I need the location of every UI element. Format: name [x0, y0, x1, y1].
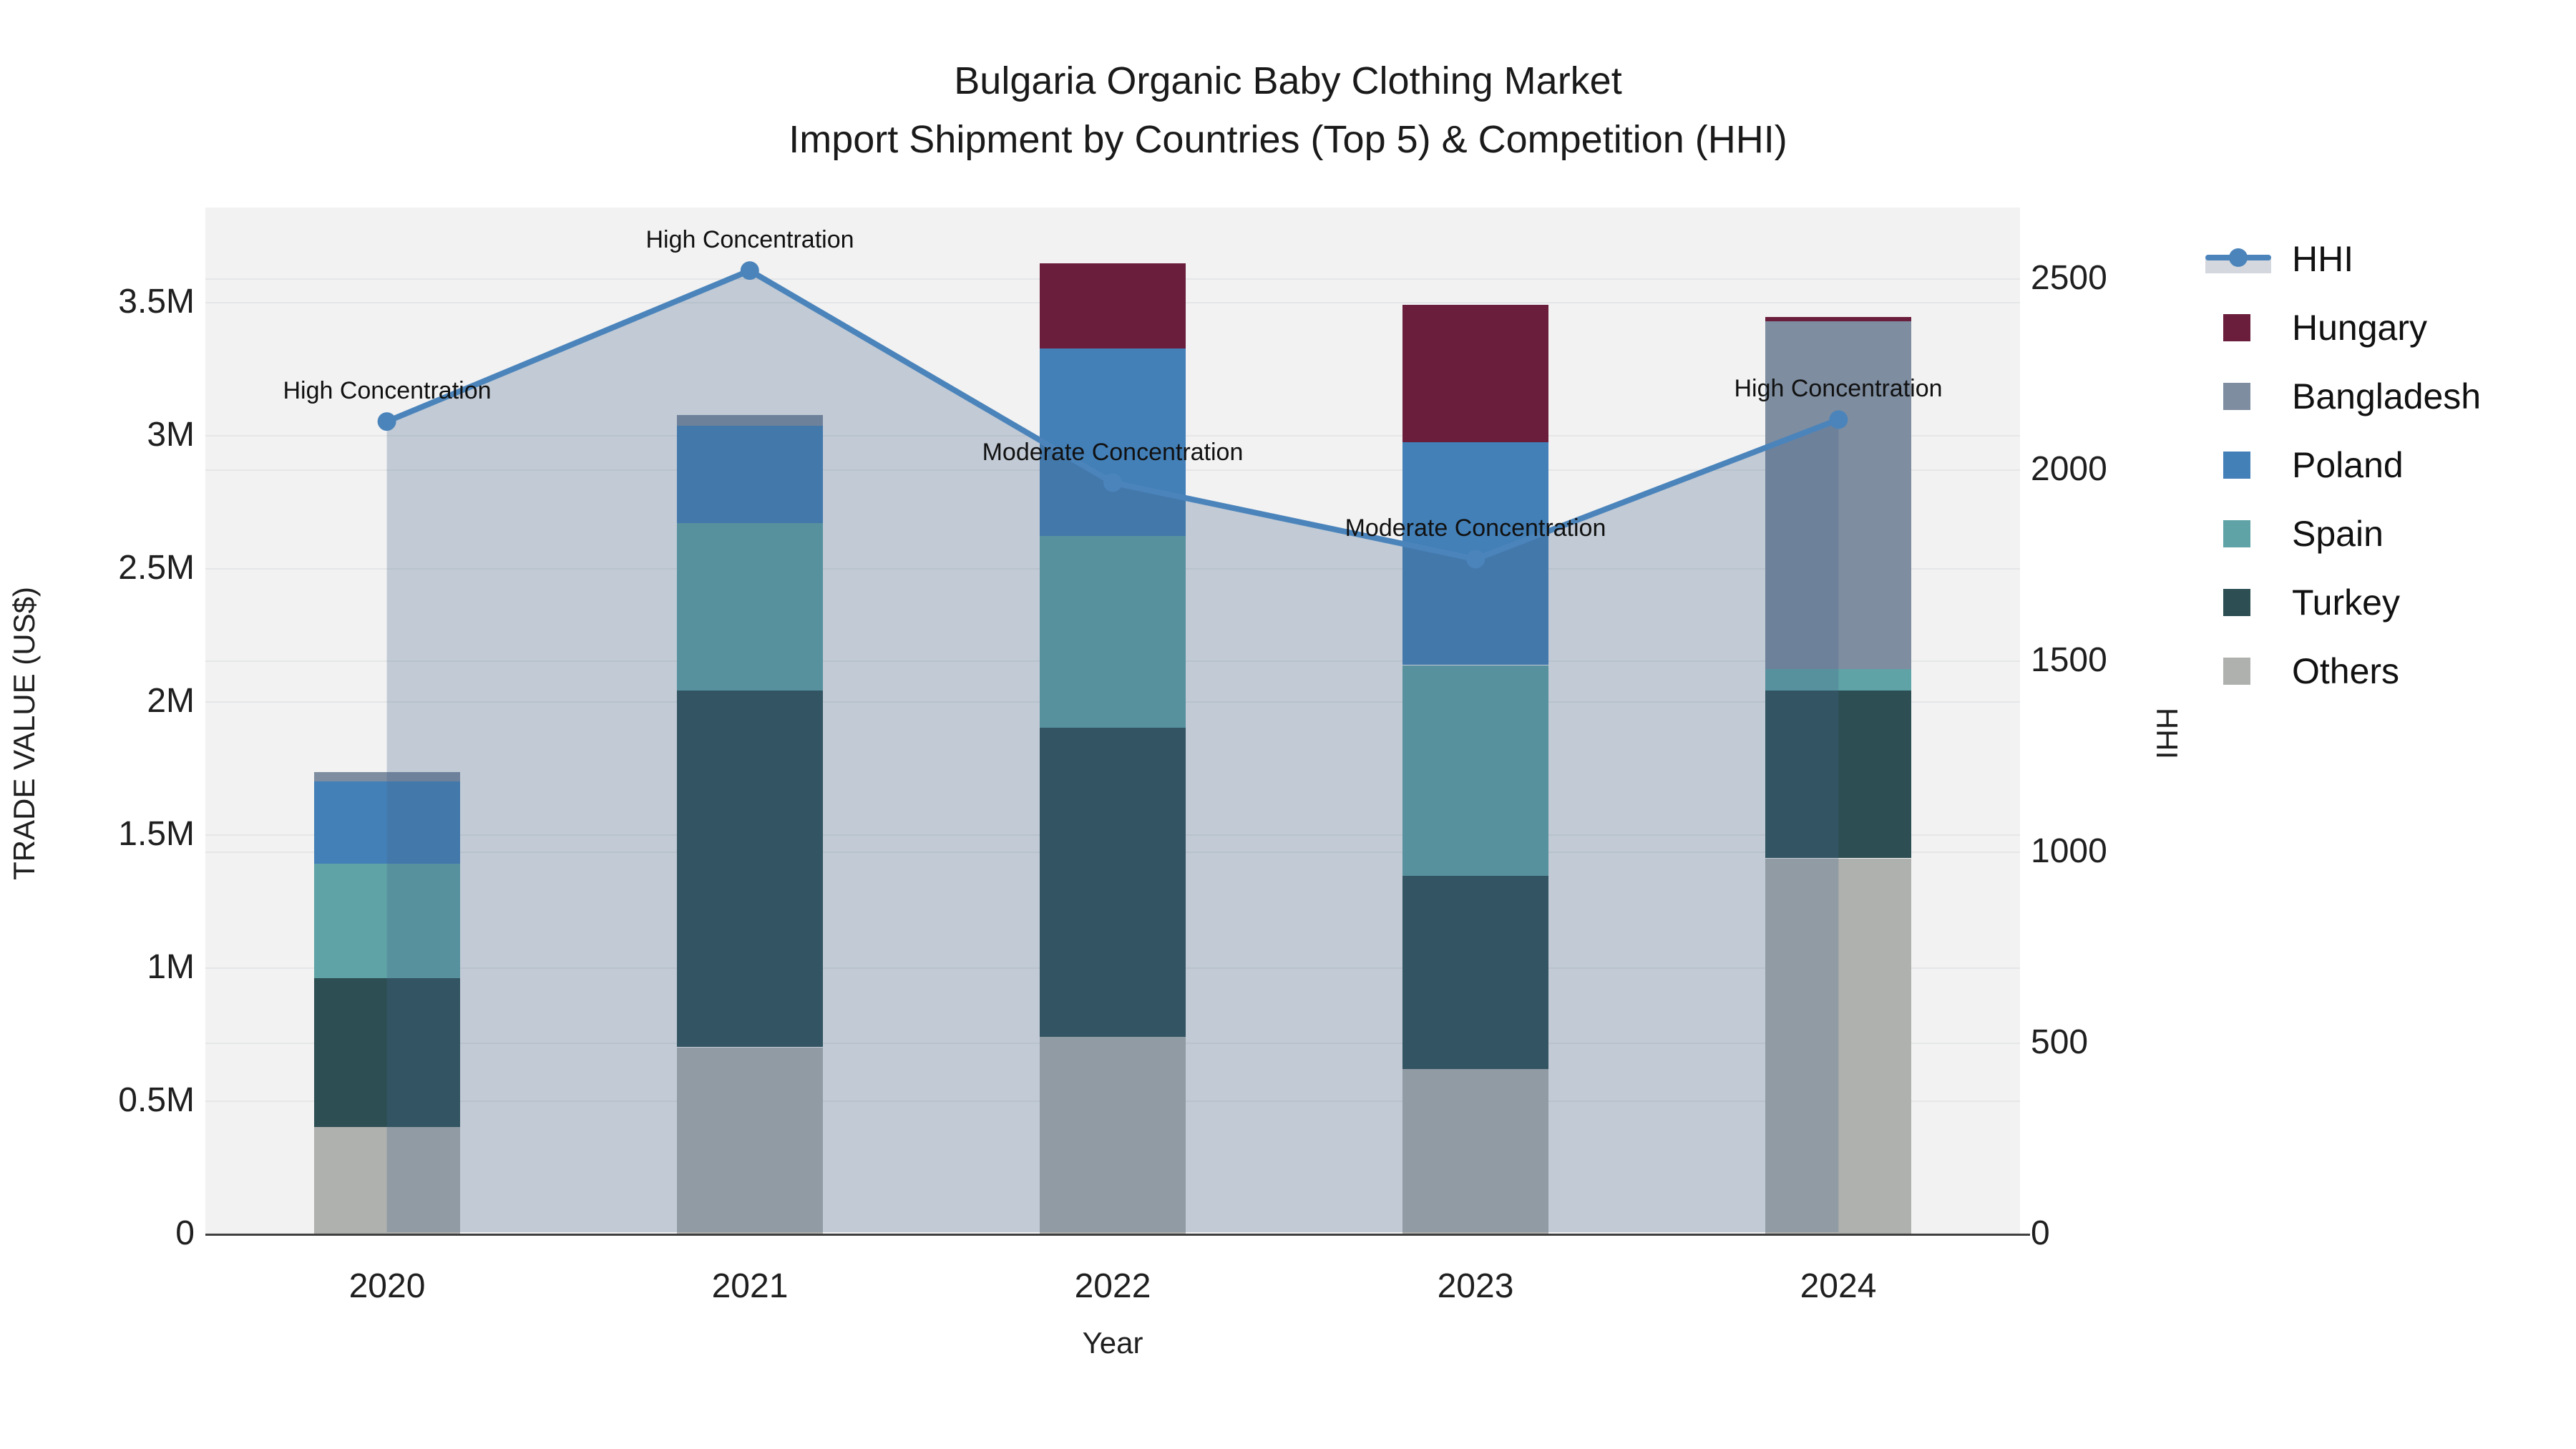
x-tick-2020: 2020: [348, 1267, 426, 1305]
y-left-tick-0: 0: [175, 1214, 195, 1252]
bar-2023-others[interactable]: [1402, 1068, 1548, 1234]
legend-label: Spain: [2292, 514, 2384, 554]
chart-title-line2: Import Shipment by Countries (Top 5) & C…: [789, 118, 1787, 161]
hhi-marker-2023[interactable]: [1466, 550, 1485, 569]
y-right-tick-1500: 1500: [2031, 641, 2107, 679]
hungary-color-swatch: [2223, 314, 2250, 341]
legend-label: Turkey: [2292, 582, 2400, 623]
legend-item-spain[interactable]: Spain: [2204, 499, 2481, 568]
x-tick-2021: 2021: [711, 1267, 789, 1305]
others-color-swatch: [2223, 658, 2250, 685]
others-legend-symbol: [2204, 650, 2279, 693]
legend-item-others[interactable]: Others: [2204, 637, 2481, 706]
poland-color-swatch: [2223, 452, 2250, 479]
x-axis-title: Year: [1082, 1326, 1143, 1360]
hhi-legend-symbol: [2204, 238, 2279, 280]
bar-2024-spain[interactable]: [1765, 669, 1911, 691]
annotation-2023: Moderate Concentration: [1345, 514, 1606, 542]
x-axis-line: [205, 1234, 2030, 1236]
y-right-tick-2000: 2000: [2031, 450, 2107, 488]
legend-label: Poland: [2292, 445, 2404, 485]
bar-2020-others[interactable]: [314, 1127, 460, 1234]
legend-label: Others: [2292, 651, 2400, 691]
poland-legend-symbol: [2204, 444, 2279, 487]
bar-2021-turkey[interactable]: [677, 691, 823, 1047]
hhi-marker-2022[interactable]: [1103, 473, 1122, 492]
hhi-marker-2024[interactable]: [1829, 410, 1848, 429]
y-left-tick-3M: 3M: [147, 416, 195, 454]
bar-2022-hungary[interactable]: [1040, 263, 1186, 348]
bar-2023-spain[interactable]: [1402, 665, 1548, 876]
y-left-tick-0.5M: 0.5M: [118, 1081, 195, 1119]
bar-2022-poland[interactable]: [1040, 348, 1186, 536]
legend-label: Hungary: [2292, 308, 2427, 348]
legend-item-poland[interactable]: Poland: [2204, 431, 2481, 499]
y-left-tick-3.5M: 3.5M: [118, 283, 195, 321]
annotation-2020: High Concentration: [283, 377, 492, 404]
hhi-marker-2020[interactable]: [377, 412, 396, 431]
y-left-tick-1.5M: 1.5M: [118, 815, 195, 853]
bangladesh-legend-symbol: [2204, 375, 2279, 418]
y-right-tick-500: 500: [2031, 1023, 2089, 1061]
legend-item-hhi[interactable]: HHI: [2204, 225, 2481, 293]
bar-2020-turkey[interactable]: [314, 978, 460, 1127]
y-left-tick-1M: 1M: [147, 948, 195, 986]
legend-label: Bangladesh: [2292, 376, 2482, 416]
spain-legend-symbol: [2204, 512, 2279, 555]
bar-2022-spain[interactable]: [1040, 536, 1186, 728]
legend-item-bangladesh[interactable]: Bangladesh: [2204, 362, 2481, 431]
annotation-2021: High Concentration: [645, 226, 854, 253]
turkey-legend-symbol: [2204, 581, 2279, 624]
y-left-tick-2M: 2M: [147, 682, 195, 720]
legend: HHI Hungary Bangladesh Poland Spain Turkey Oth…: [2204, 225, 2481, 706]
legend-label: HHI: [2292, 239, 2354, 279]
bar-2020-bangladesh[interactable]: [314, 772, 460, 781]
legend-item-turkey[interactable]: Turkey: [2204, 568, 2481, 637]
bar-2020-poland[interactable]: [314, 781, 460, 864]
x-tick-2022: 2022: [1074, 1267, 1151, 1305]
annotation-2022: Moderate Concentration: [982, 439, 1244, 466]
y-axis-title-left: TRADE VALUE (US$): [7, 587, 41, 880]
legend-item-hungary[interactable]: Hungary: [2204, 293, 2481, 362]
bar-2024-bangladesh[interactable]: [1765, 321, 1911, 669]
bar-2021-poland[interactable]: [677, 426, 823, 523]
y-right-tick-2500: 2500: [2031, 259, 2107, 297]
hhi-area-fill: [386, 270, 1839, 1232]
hhi-marker-swatch: [2229, 248, 2248, 267]
turkey-color-swatch: [2223, 589, 2250, 616]
x-tick-2024: 2024: [1800, 1267, 1877, 1305]
x-tick-2023: 2023: [1437, 1267, 1514, 1305]
hhi-marker-2021[interactable]: [740, 261, 759, 280]
chart-title: Bulgaria Organic Baby Clothing Market Im…: [0, 52, 2576, 169]
chart-title-line1: Bulgaria Organic Baby Clothing Market: [954, 59, 1622, 102]
bar-2022-turkey[interactable]: [1040, 728, 1186, 1037]
bar-2024-turkey[interactable]: [1765, 691, 1911, 858]
y-right-tick-0: 0: [2031, 1214, 2050, 1252]
bar-2022-others[interactable]: [1040, 1037, 1186, 1234]
bar-2023-turkey[interactable]: [1402, 876, 1548, 1069]
bar-2021-spain[interactable]: [677, 523, 823, 691]
bangladesh-color-swatch: [2223, 383, 2250, 410]
annotation-2024: High Concentration: [1734, 375, 1943, 402]
y-left-tick-2.5M: 2.5M: [118, 549, 195, 587]
spain-color-swatch: [2223, 520, 2250, 547]
bar-2023-hungary[interactable]: [1402, 305, 1548, 442]
bar-2024-hungary[interactable]: [1765, 317, 1911, 321]
bar-2021-others[interactable]: [677, 1048, 823, 1234]
hungary-legend-symbol: [2204, 306, 2279, 349]
bar-2024-others[interactable]: [1765, 859, 1911, 1234]
bar-2021-bangladesh[interactable]: [677, 415, 823, 426]
y-right-tick-1000: 1000: [2031, 832, 2107, 870]
bar-2020-spain[interactable]: [314, 864, 460, 978]
y-axis-title-right: HHI: [2150, 707, 2184, 760]
